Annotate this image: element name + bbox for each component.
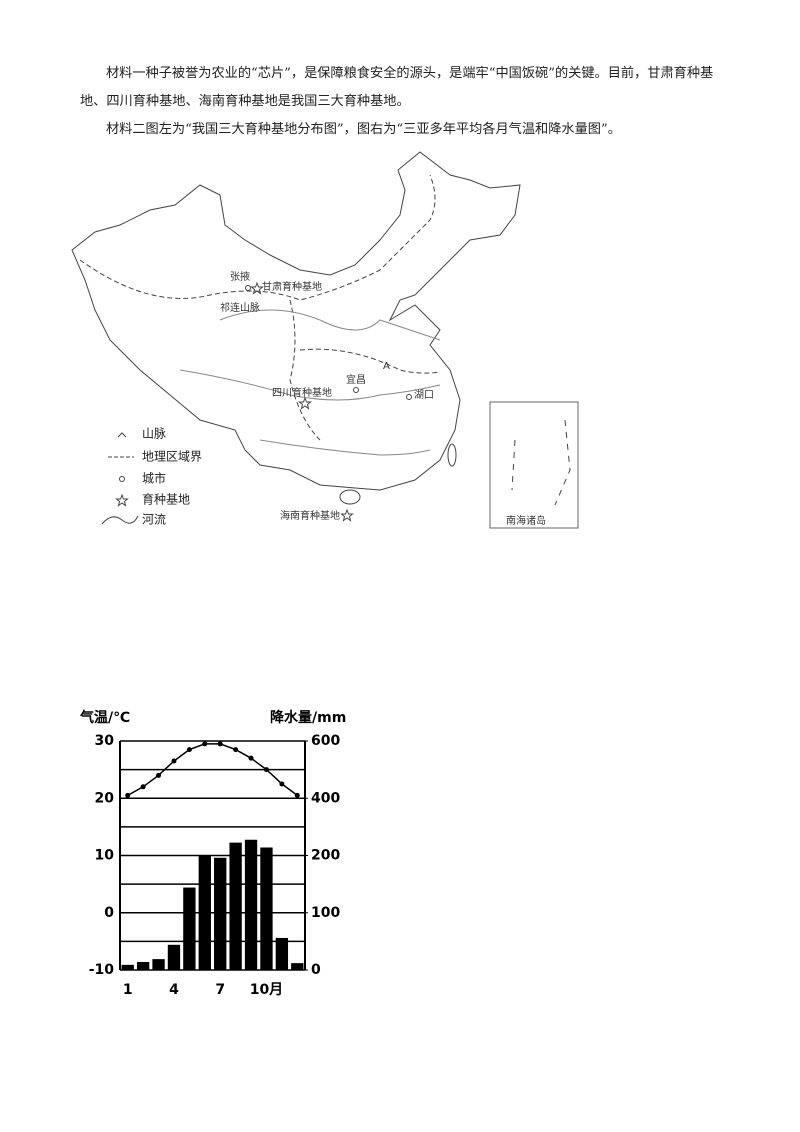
legend-label: 地理区域界 — [142, 450, 202, 464]
y2-tick-label: 400 — [311, 790, 340, 806]
base-star — [340, 508, 354, 522]
y2-axis-title: 降水量/mm — [270, 709, 346, 726]
y2-tick-label: 100 — [311, 905, 340, 921]
precip-bar — [167, 944, 181, 970]
legend-label: 育种基地 — [142, 492, 190, 507]
region-boundary — [299, 348, 441, 374]
x-tick-label: 1 — [123, 982, 133, 998]
y-tick-label: 10 — [95, 848, 115, 864]
legend-city — [119, 476, 125, 482]
river — [179, 369, 441, 401]
legend-river — [101, 515, 139, 525]
y2-tick-label: 200 — [311, 848, 340, 864]
material-two: 材料二图左为“我国三大育种基地分布图”，图右为“三亚多年平均各月气温和降水量图”… — [106, 122, 621, 137]
precip-bar — [291, 963, 304, 970]
temp-dot — [294, 792, 300, 798]
temp-line — [127, 743, 298, 797]
map-label: 祁连山脉 — [220, 301, 260, 314]
precip-bar — [275, 937, 289, 970]
temp-dot — [171, 758, 177, 764]
temp-dot — [202, 741, 208, 747]
temp-dot — [279, 781, 285, 787]
temp-dot — [233, 747, 239, 753]
map-label: 甘肃育种基地 — [262, 280, 322, 293]
temp-dot — [140, 784, 146, 790]
map-label: 南海诸岛 — [506, 514, 546, 527]
china-outline — [71, 151, 521, 491]
legend-label: 山脉 — [142, 426, 166, 441]
precip-bar — [152, 959, 165, 970]
precip-bar — [214, 857, 227, 970]
city-dot — [245, 285, 251, 291]
legend-star — [115, 493, 129, 507]
base-star — [250, 281, 264, 295]
x-tick-label: 7 — [215, 982, 225, 998]
precip-bar — [198, 855, 211, 970]
map-label: 四川育种基地 — [272, 386, 332, 399]
temp-dot — [186, 747, 192, 753]
map — [71, 151, 579, 529]
precip-bar — [244, 839, 258, 970]
temp-dot — [125, 792, 131, 798]
y-tick-label: 20 — [95, 790, 115, 806]
legend-label: 城市 — [142, 471, 166, 486]
y-axis-title: 气温/℃ — [79, 709, 130, 726]
y-tick-label: 0 — [104, 905, 114, 921]
inset-dashes — [511, 419, 571, 506]
city-dot — [353, 387, 359, 393]
region-boundary — [289, 299, 321, 441]
y2-tick-label: 600 — [311, 733, 340, 749]
temp-dot — [156, 772, 162, 778]
precip-bar — [229, 842, 242, 970]
map-label: 湖口 — [414, 389, 434, 401]
map-label: 海南育种基地 — [280, 509, 340, 522]
river — [259, 439, 431, 456]
temp-dot — [248, 755, 254, 761]
x-tick-label: 4 — [169, 982, 179, 998]
temp-dot — [263, 767, 269, 773]
temp-dot — [217, 741, 223, 747]
base-star — [298, 396, 312, 410]
x-tick-label: 10月 — [250, 982, 283, 998]
precip-bar — [183, 887, 196, 970]
y2-tick-label: 0 — [311, 962, 321, 978]
precip-bar — [121, 964, 134, 970]
legend-label: 河流 — [142, 513, 166, 527]
map-label: A — [383, 361, 390, 372]
map-label: 张掖 — [230, 270, 250, 283]
precip-bar — [260, 847, 273, 970]
city-dot — [406, 394, 412, 400]
y-tick-label: -10 — [89, 962, 115, 978]
hainan — [339, 489, 361, 505]
inset-frame — [489, 401, 579, 529]
region-boundary — [79, 174, 436, 301]
taiwan — [447, 443, 457, 467]
map-label: 宜昌 — [346, 373, 366, 386]
y-tick-label: 30 — [95, 733, 115, 749]
precip-bar — [136, 961, 150, 970]
legend-mountain — [117, 432, 127, 438]
material-one: 材料一种子被誉为农业的“芯片”，是保障粮食安全的源头，是端牢“中国饭碗”的关键。… — [80, 66, 714, 109]
river — [219, 309, 441, 341]
